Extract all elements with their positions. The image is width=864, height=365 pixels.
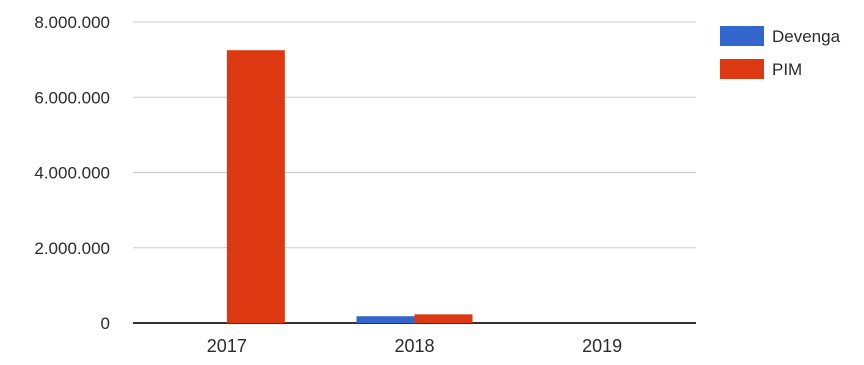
y-tick-label: 2.000.000 <box>34 239 110 258</box>
legend-label-pim: PIM <box>772 60 802 79</box>
y-tick-label: 4.000.000 <box>34 164 110 183</box>
gridlines <box>133 21 696 324</box>
bar-pim-2018 <box>414 314 473 323</box>
bar-devenga-2018 <box>356 316 415 323</box>
legend-swatch-pim <box>720 59 764 79</box>
legend-label-devenga: Devenga <box>772 27 841 46</box>
y-axis-tick-labels: 0 2.000.000 4.000.000 6.000.000 8.000.000 <box>34 13 110 333</box>
bars <box>226 50 473 323</box>
x-tick-label: 2019 <box>582 336 622 356</box>
bar-pim-2017 <box>226 50 285 323</box>
legend: Devenga PIM <box>720 26 841 79</box>
y-tick-label: 8.000.000 <box>34 13 110 32</box>
legend-swatch-devenga <box>720 26 764 46</box>
x-tick-label: 2018 <box>394 336 434 356</box>
y-tick-label: 0 <box>101 314 110 333</box>
x-axis-tick-labels: 2017 2018 2019 <box>207 336 622 356</box>
x-tick-label: 2017 <box>207 336 247 356</box>
y-tick-label: 6.000.000 <box>34 88 110 107</box>
